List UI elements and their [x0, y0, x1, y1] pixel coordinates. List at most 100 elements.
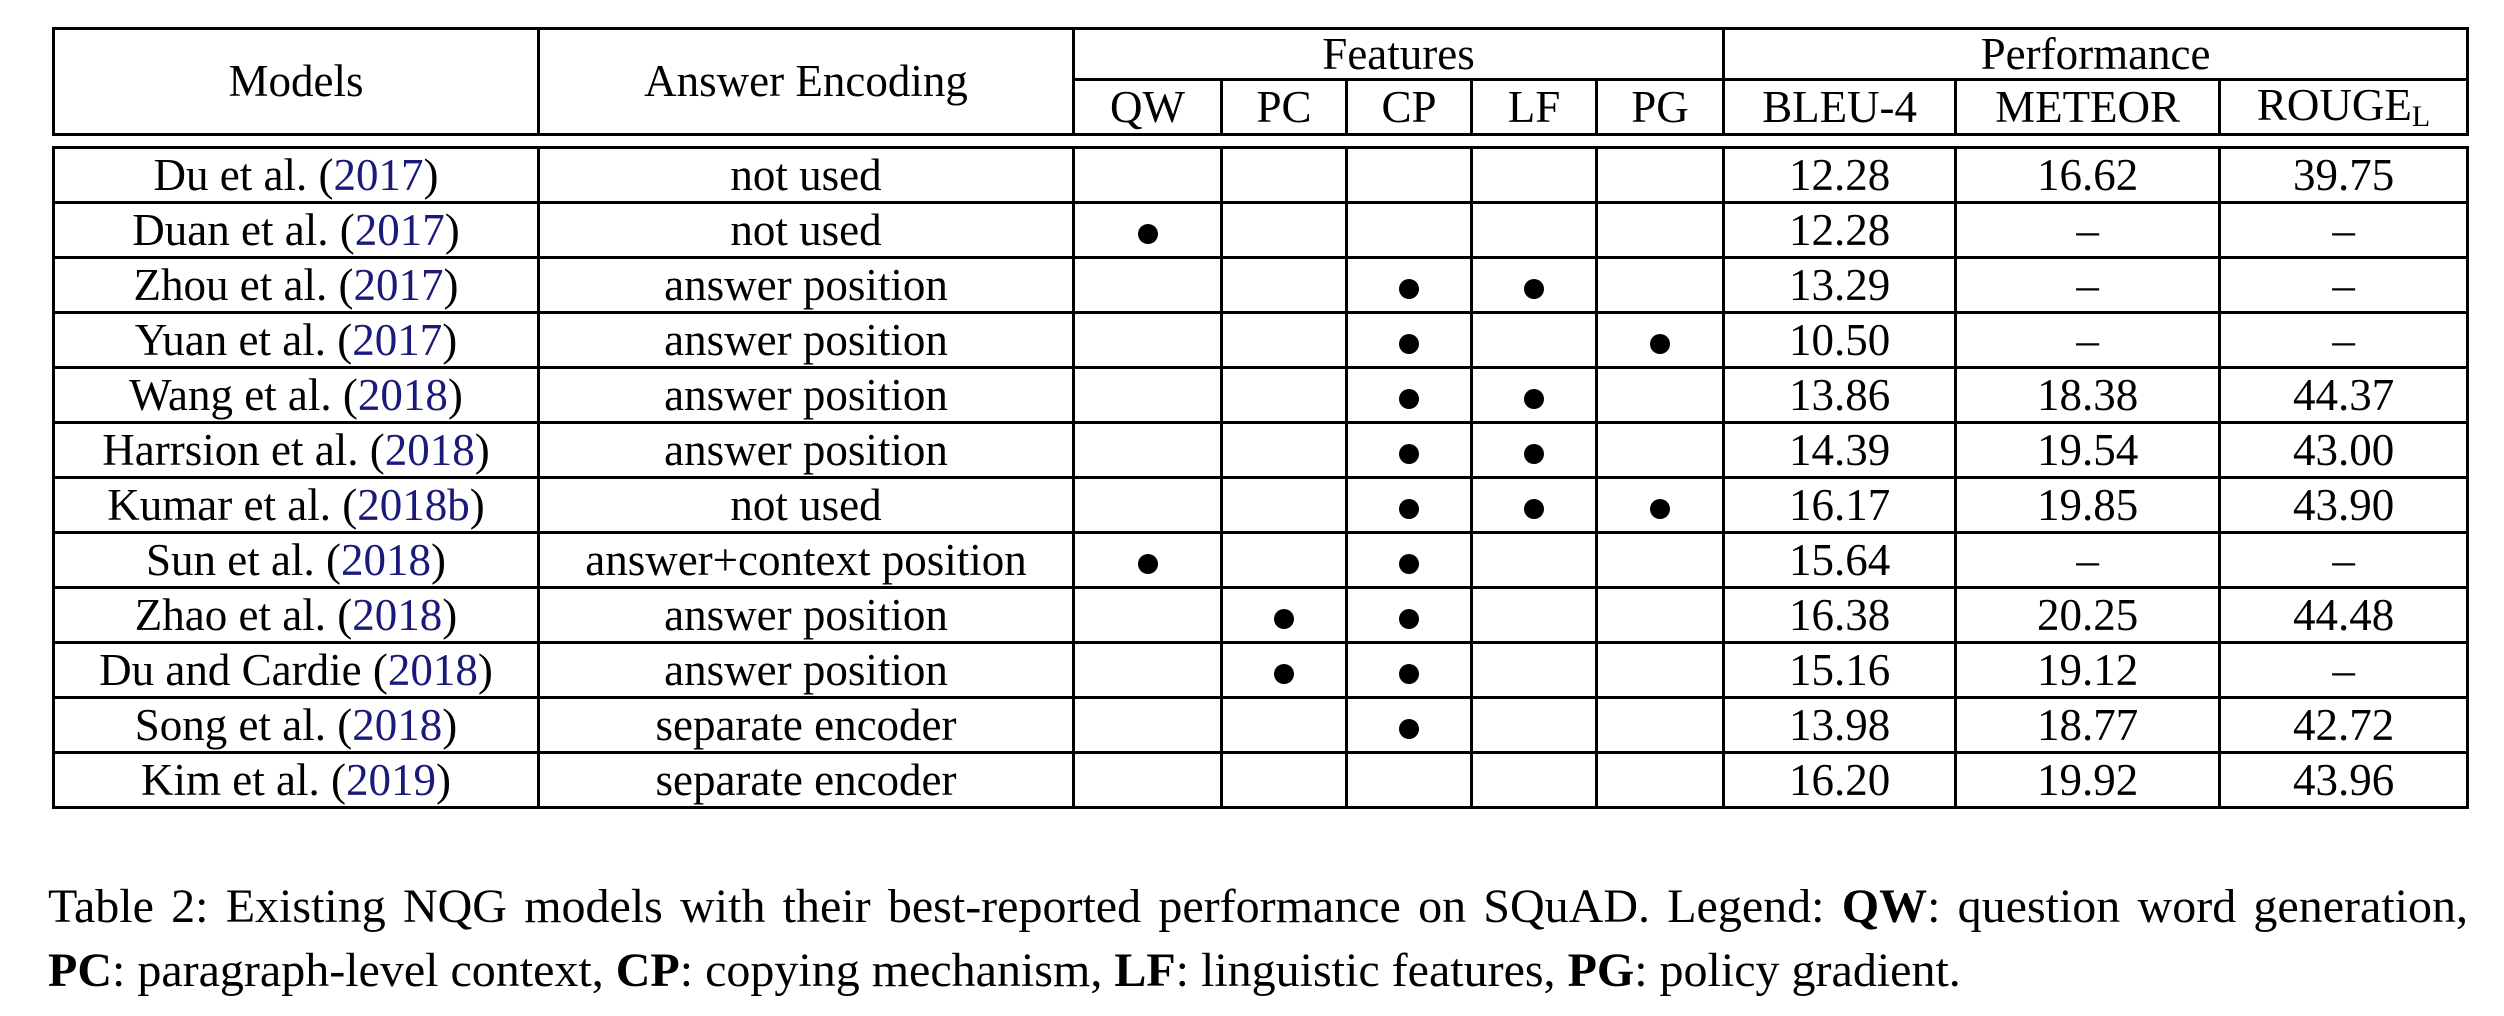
model-citation-close: ): [474, 424, 490, 475]
model-author: Harrsion et al. (: [102, 424, 385, 475]
model-citation-close: ): [443, 259, 459, 310]
metric-meteor-cell: 16.62: [1954, 146, 2222, 204]
metric-bleu-cell: 13.86: [1722, 366, 1958, 424]
model-author: Du and Cardie (: [99, 644, 388, 695]
model-cell: Zhou et al. (2017): [52, 256, 540, 314]
feature-lf-cell: [1470, 146, 1598, 204]
header-performance-group: Performance: [1722, 27, 2470, 81]
feature-lf-cell: [1470, 366, 1598, 424]
model-citation-close: ): [442, 314, 458, 365]
metric-meteor-cell: 20.25: [1954, 586, 2222, 644]
model-author: Duan et al. (: [132, 204, 355, 255]
answer-encoding-cell: answer position: [537, 366, 1075, 424]
model-cell: Du and Cardie (2018): [52, 641, 540, 699]
metric-rouge-cell: –: [2218, 201, 2470, 259]
header-metric-meteor: METEOR: [1954, 78, 2222, 136]
legend-key-pg: PG: [1567, 944, 1635, 997]
answer-encoding-cell: not used: [537, 201, 1075, 259]
answer-encoding-cell: separate encoder: [537, 696, 1075, 754]
feature-qw-dot-icon: [1137, 554, 1158, 575]
model-citation-close: ): [442, 589, 458, 640]
model-year-citation-link[interactable]: 2017: [353, 259, 444, 310]
feature-cp-cell: [1345, 421, 1473, 479]
feature-cp-dot-icon: [1399, 444, 1419, 465]
metric-rouge-cell: –: [2218, 311, 2470, 369]
metric-meteor-cell: 19.54: [1954, 421, 2222, 479]
answer-encoding-cell: answer position: [537, 586, 1075, 644]
feature-cp-cell: [1345, 476, 1473, 534]
model-year-citation-link[interactable]: 2018: [387, 644, 478, 695]
feature-qw-cell: [1072, 641, 1223, 699]
model-year-citation-link[interactable]: 2017: [333, 149, 424, 200]
feature-lf-cell: [1470, 256, 1598, 314]
metric-bleu-cell: 14.39: [1722, 421, 1958, 479]
metric-rouge-cell: 43.00: [2218, 421, 2470, 479]
model-citation-close: ): [442, 699, 458, 750]
feature-lf-dot-icon: [1524, 499, 1544, 520]
model-cell: Yuan et al. (2017): [52, 311, 540, 369]
model-citation-close: ): [447, 369, 463, 420]
feature-cp-cell: [1345, 366, 1473, 424]
header-feature-lf: LF: [1470, 78, 1598, 136]
answer-encoding-cell: separate encoder: [537, 751, 1075, 809]
metric-bleu-cell: 10.50: [1722, 311, 1958, 369]
table-caption: Table 2: Existing NQG models with their …: [48, 875, 2468, 1003]
feature-cp-cell: [1345, 586, 1473, 644]
feature-pg-cell: [1594, 311, 1726, 369]
model-author: Yuan et al. (: [134, 314, 353, 365]
metric-bleu-cell: 12.28: [1722, 201, 1958, 259]
feature-qw-cell: [1072, 146, 1223, 204]
feature-qw-cell: [1072, 696, 1223, 754]
model-author: Zhou et al. (: [133, 259, 354, 310]
feature-lf-cell: [1470, 531, 1598, 589]
feature-cp-dot-icon: [1399, 664, 1419, 685]
metric-meteor-cell: 19.12: [1954, 641, 2222, 699]
metric-meteor-cell: 19.92: [1954, 751, 2222, 809]
answer-encoding-cell: not used: [537, 146, 1075, 204]
feature-pg-cell: [1594, 146, 1726, 204]
feature-lf-cell: [1470, 421, 1598, 479]
feature-cp-cell: [1345, 751, 1473, 809]
metric-bleu-cell: 15.16: [1722, 641, 1958, 699]
header-answer-encoding: Answer Encoding: [537, 27, 1075, 136]
feature-pc-cell: [1220, 256, 1348, 314]
feature-lf-dot-icon: [1524, 279, 1544, 300]
feature-lf-cell: [1470, 641, 1598, 699]
feature-pg-cell: [1594, 476, 1726, 534]
model-year-citation-link[interactable]: 2017: [352, 314, 443, 365]
caption-intro: Existing NQG models with their best-repo…: [208, 880, 1842, 933]
feature-pc-dot-icon: [1274, 664, 1294, 685]
model-citation-close: ): [435, 754, 451, 805]
feature-pc-cell: [1220, 476, 1348, 534]
feature-cp-dot-icon: [1399, 389, 1419, 410]
feature-pc-cell: [1220, 366, 1348, 424]
metric-bleu-cell: 13.98: [1722, 696, 1958, 754]
model-year-citation-link[interactable]: 2018: [352, 589, 443, 640]
model-year-citation-link[interactable]: 2018: [384, 424, 475, 475]
table-row: Du et al. (2017) not used 12.28 16.62 39.75: [52, 146, 2470, 204]
table-row: Harrsion et al. (2018) answer position 14.…: [52, 421, 2470, 479]
feature-pc-cell: [1220, 201, 1348, 259]
table-row: Kim et al. (2019) separate encoder 16.20 19…: [52, 751, 2470, 809]
model-year-citation-link[interactable]: 2018: [357, 369, 448, 420]
metric-meteor-cell: –: [1954, 531, 2222, 589]
table-row: Duan et al. (2017) not used 12.28– –: [52, 201, 2470, 259]
feature-lf-cell: [1470, 751, 1598, 809]
feature-pg-cell: [1594, 256, 1726, 314]
model-author: Kumar et al. (: [107, 479, 358, 530]
model-year-citation-link[interactable]: 2017: [354, 204, 445, 255]
model-year-citation-link[interactable]: 2018: [352, 699, 443, 750]
feature-pg-dot-icon: [1650, 334, 1671, 355]
model-year-citation-link[interactable]: 2018: [340, 534, 431, 585]
model-author: Du et al. (: [153, 149, 334, 200]
feature-pc-cell: [1220, 146, 1348, 204]
model-year-citation-link[interactable]: 2019: [345, 754, 436, 805]
feature-pc-dot-icon: [1274, 609, 1294, 630]
metric-rouge-cell: –: [2218, 531, 2470, 589]
feature-cp-cell: [1345, 146, 1473, 204]
metric-bleu-cell: 16.17: [1722, 476, 1958, 534]
feature-lf-dot-icon: [1524, 444, 1544, 465]
model-year-citation-link[interactable]: 2018b: [357, 479, 470, 530]
feature-qw-cell: [1072, 201, 1223, 259]
feature-pg-cell: [1594, 421, 1726, 479]
